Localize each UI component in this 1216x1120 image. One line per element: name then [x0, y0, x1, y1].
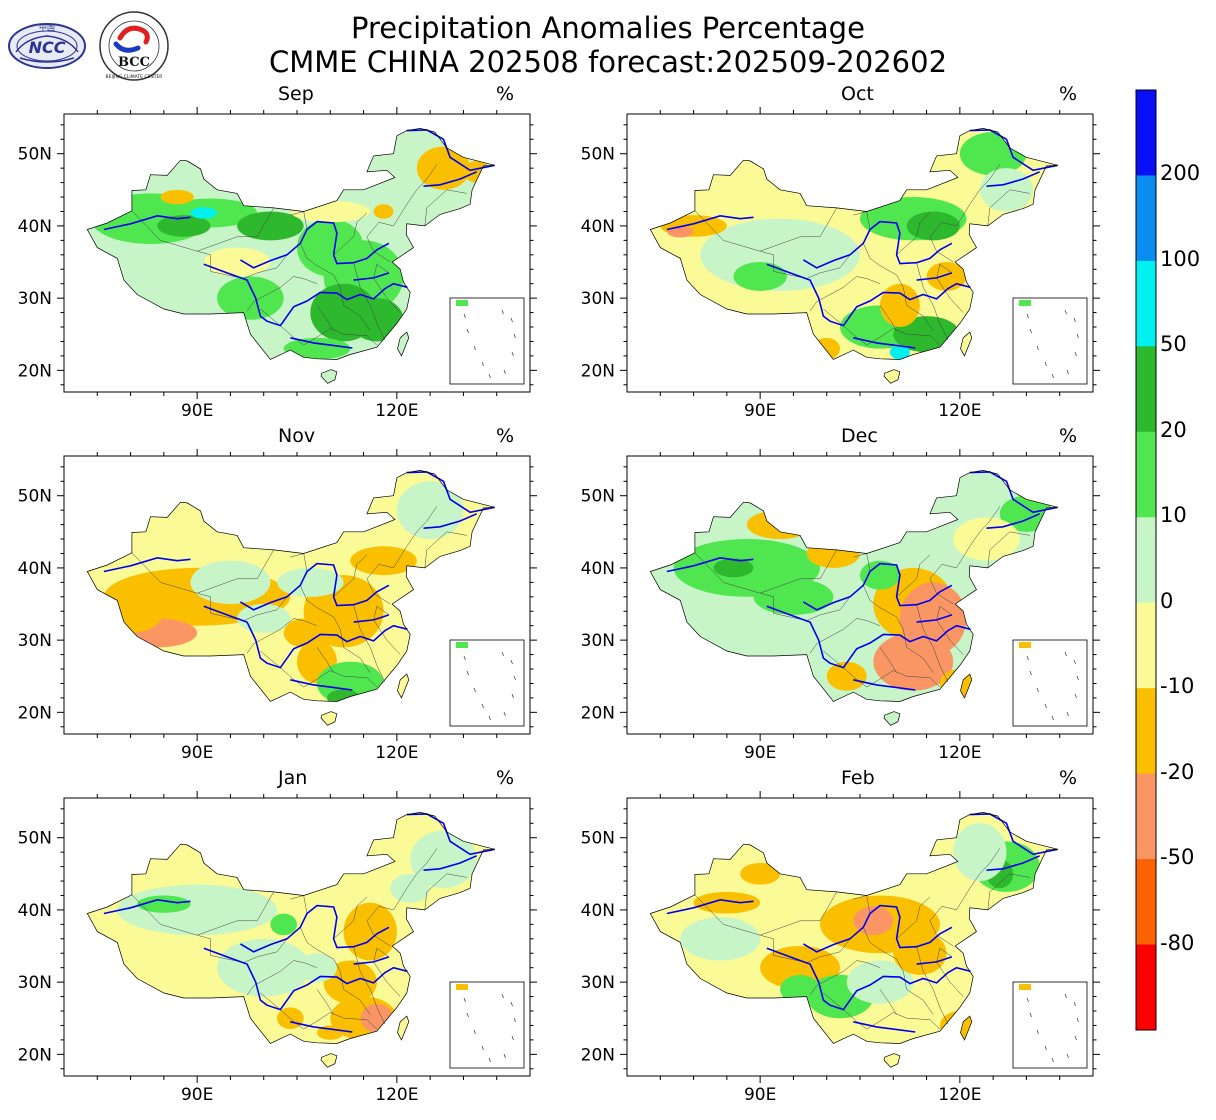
lat-tick-label: 40N	[18, 901, 52, 921]
colorbar-swatch	[1136, 260, 1156, 347]
lon-tick-label: 120E	[375, 1085, 418, 1105]
panel-month-label: Oct	[841, 83, 874, 105]
lon-tick-label: 120E	[375, 401, 418, 421]
lat-tick-label: 50N	[581, 487, 615, 507]
panel-month-label: Sep	[278, 83, 314, 105]
lat-tick-label: 40N	[581, 217, 615, 237]
panel-unit-label: %	[1059, 83, 1078, 105]
lat-tick-label: 50N	[581, 145, 615, 165]
bcc-logo-text: BCC	[118, 55, 150, 70]
lat-tick-label: 40N	[18, 559, 52, 579]
colorbar-swatch	[1136, 944, 1156, 1031]
panel-unit-label: %	[496, 83, 515, 105]
panel-month-label: Nov	[278, 425, 316, 447]
lat-tick-label: 30N	[18, 631, 52, 651]
lon-tick-label: 90E	[744, 1085, 776, 1105]
colorbar-label: 200	[1160, 161, 1201, 186]
lon-tick-label: 120E	[938, 743, 981, 763]
map-panel-jan: 20N 30N 40N 50N 90E 120E	[18, 791, 537, 1105]
panel-month-label: Jan	[278, 767, 308, 789]
colorbar-label: 100	[1160, 246, 1201, 271]
panel-unit-label: %	[1059, 767, 1078, 789]
map-panel-sep: 20N 30N 40N 50N 90E 120E	[18, 107, 537, 421]
lon-tick-label: 90E	[181, 1085, 213, 1105]
lat-tick-label: 40N	[581, 559, 615, 579]
colorbar-label: 0	[1160, 588, 1174, 613]
lat-tick-label: 20N	[18, 1045, 52, 1065]
lat-tick-label: 30N	[581, 631, 615, 651]
colorbar-label: -20	[1160, 759, 1195, 784]
colorbar-label: -80	[1160, 930, 1195, 955]
panel-unit-label: %	[496, 767, 515, 789]
lat-tick-label: 20N	[581, 361, 615, 381]
map-panel-dec: 20N 30N 40N 50N 90E 120E	[581, 449, 1100, 763]
map-panel-oct: 20N 30N 40N 50N 90E 120E	[581, 107, 1100, 421]
panel-month-label: Dec	[841, 425, 878, 447]
lat-tick-label: 50N	[18, 145, 52, 165]
bcc-logo-arc-text: BEIJING CLIMATE CENTER	[106, 74, 163, 80]
colorbar-swatch	[1136, 688, 1156, 775]
lon-tick-label: 90E	[181, 743, 213, 763]
colorbar-swatch	[1136, 859, 1156, 946]
ncc-logo-text: NCC	[29, 38, 66, 57]
lon-tick-label: 90E	[744, 401, 776, 421]
lon-tick-label: 120E	[938, 1085, 981, 1105]
map-panel-nov: 20N 30N 40N 50N 90E 120E	[18, 449, 537, 763]
lat-tick-label: 30N	[18, 289, 52, 309]
map-panel-feb: 20N 30N 40N 50N 90E 120E	[581, 791, 1100, 1105]
lat-tick-label: 50N	[18, 829, 52, 849]
colorbar-label: -10	[1160, 674, 1195, 699]
lat-tick-label: 20N	[581, 703, 615, 723]
lat-tick-label: 40N	[18, 217, 52, 237]
lat-tick-label: 30N	[581, 289, 615, 309]
lat-tick-label: 20N	[18, 703, 52, 723]
lat-tick-label: 40N	[581, 901, 615, 921]
figure-title-line2: CMME CHINA 202508 forecast:202509-202602	[268, 45, 948, 79]
colorbar-label: 20	[1160, 417, 1187, 442]
lat-tick-label: 50N	[581, 829, 615, 849]
colorbar-swatch	[1136, 175, 1156, 262]
lon-tick-label: 120E	[938, 401, 981, 421]
figure-title-line1: Precipitation Anomalies Percentage	[351, 11, 865, 45]
lon-tick-label: 90E	[181, 401, 213, 421]
colorbar-swatch	[1136, 602, 1156, 689]
lat-tick-label: 20N	[18, 361, 52, 381]
colorbar-swatch	[1136, 346, 1156, 433]
lon-tick-label: 120E	[375, 743, 418, 763]
colorbar-swatch	[1136, 431, 1156, 518]
lat-tick-label: 50N	[18, 487, 52, 507]
ncc-logo: NCC 中国	[8, 22, 86, 69]
colorbar-label: -50	[1160, 845, 1195, 870]
colorbar	[1135, 89, 1157, 1031]
panel-unit-label: %	[496, 425, 515, 447]
lon-tick-label: 90E	[744, 743, 776, 763]
colorbar-swatch	[1136, 773, 1156, 860]
lat-tick-label: 30N	[581, 973, 615, 993]
colorbar-swatch	[1136, 90, 1156, 176]
colorbar-label: 50	[1160, 332, 1187, 357]
colorbar-swatch	[1136, 517, 1156, 604]
lat-tick-label: 20N	[581, 1045, 615, 1065]
panel-unit-label: %	[1059, 425, 1078, 447]
bcc-logo: BCC BEIJING CLIMATE CENTER	[99, 11, 169, 81]
lat-tick-label: 30N	[18, 973, 52, 993]
ncc-logo-arc-text: 中国	[39, 22, 55, 32]
panel-month-label: Feb	[841, 767, 875, 789]
colorbar-label: 10	[1160, 503, 1187, 528]
